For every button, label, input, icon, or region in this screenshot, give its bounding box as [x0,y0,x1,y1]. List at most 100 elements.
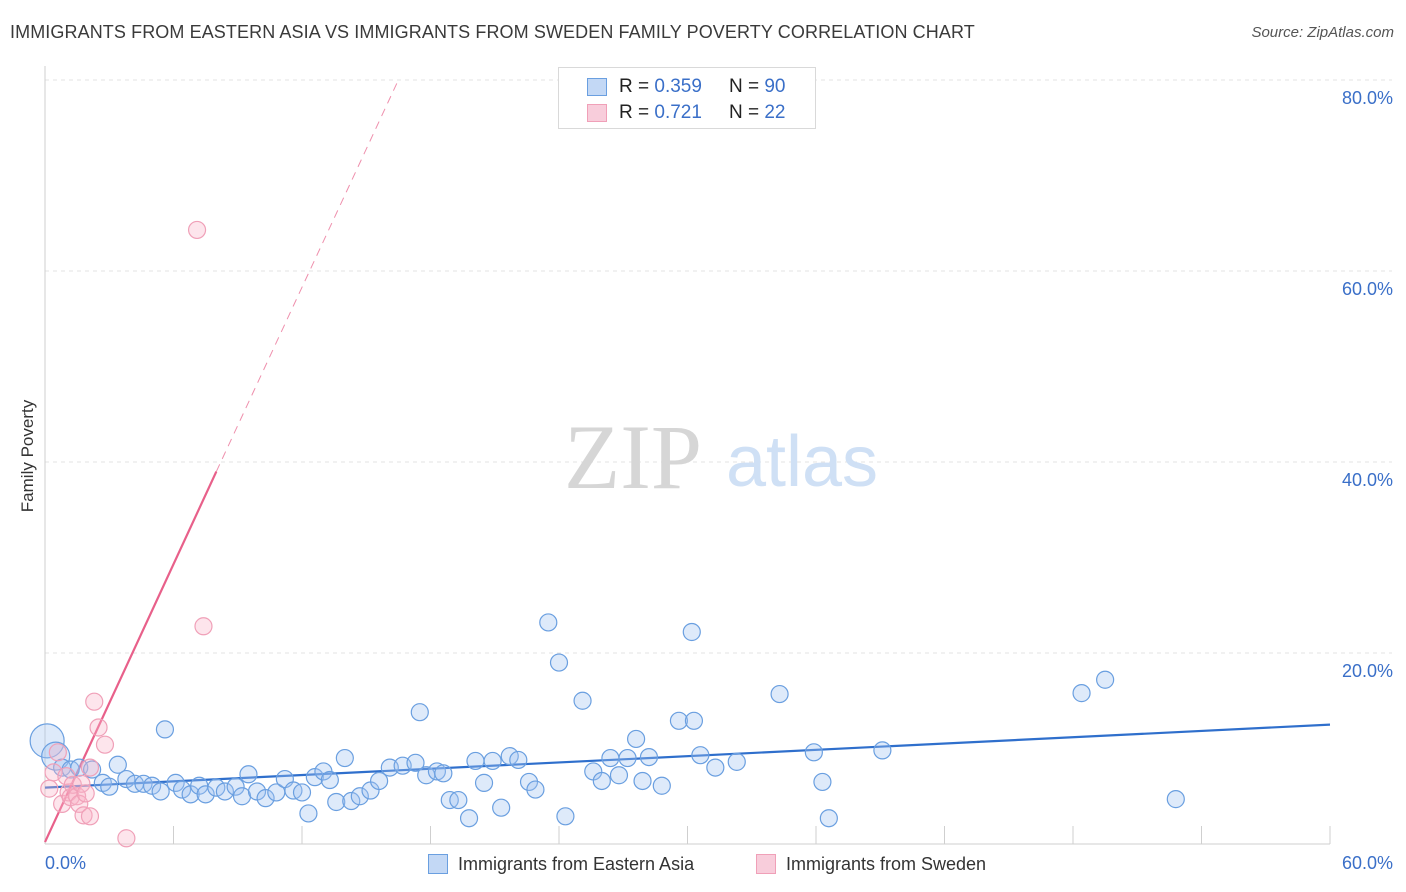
point-eastern-asia [117,769,136,789]
point-eastern-asia [873,741,892,760]
point-sweden [40,779,59,798]
legend-label-eastern-asia: Immigrants from Eastern Asia [458,853,695,874]
legend-row-eastern-asia: R = 0.359 N = 90 [587,75,785,99]
axes [44,66,1331,845]
point-sweden [74,806,93,825]
point-eastern-asia [652,776,671,795]
point-sweden [70,794,89,813]
point-sweden [76,784,95,803]
point-eastern-asia [226,777,245,796]
point-eastern-asia [691,746,710,765]
point-eastern-asia [410,703,429,722]
point-eastern-asia [342,791,361,811]
point-eastern-asia [449,790,468,810]
n-label: N = [728,76,760,97]
r-label: R = [619,76,650,97]
point-eastern-asia [239,765,258,784]
point-sweden [48,743,67,762]
legend-item-eastern-asia[interactable]: Immigrants from Eastern Asia [428,851,694,877]
point-eastern-asia [350,787,369,806]
point-eastern-asia [335,748,354,768]
point-eastern-asia [556,807,575,826]
series-sweden-points [40,220,213,848]
y-tick-label: 20.0% [1342,661,1393,681]
point-eastern-asia [196,785,215,804]
trendline-eastern-asia [44,723,1331,789]
point-eastern-asia [770,684,789,704]
point-eastern-asia [633,771,652,791]
point-eastern-asia [151,782,170,801]
point-eastern-asia [500,747,519,766]
point-eastern-asia [819,809,838,828]
point-eastern-asia [108,755,127,774]
point-eastern-asia [434,764,453,783]
point-eastern-asia [155,720,175,739]
point-eastern-asia [427,762,447,781]
x-tick-label: 0.0% [45,853,86,873]
watermark: ZIP atlas [564,406,878,508]
legend-swatch-pink [756,854,776,874]
legend-label-sweden: Immigrants from Sweden [786,853,987,874]
point-eastern-asia [609,766,629,785]
point-eastern-asia [29,723,65,759]
legend-swatch-blue [587,78,607,96]
r-value: 0.721 [654,102,702,123]
legend-item-sweden[interactable]: Immigrants from Sweden [756,851,986,877]
point-sweden [85,692,104,711]
trendline-sweden-extended [215,79,399,472]
point-eastern-asia [474,773,494,792]
point-eastern-asia [492,798,511,817]
point-eastern-asia [539,613,558,632]
point-eastern-asia [320,770,339,790]
point-eastern-asia [684,711,704,730]
point-sweden [187,220,207,240]
point-sweden [72,774,91,793]
point-eastern-asia [549,653,569,672]
point-eastern-asia [509,750,528,770]
n-label: N = [728,102,760,123]
point-eastern-asia [406,753,425,772]
point-sweden [95,735,115,754]
point-eastern-asia [669,711,689,730]
point-eastern-asia [327,792,346,812]
series-legend: Immigrants from Eastern Asia Immigrants … [0,851,1406,879]
point-eastern-asia [706,758,725,777]
point-eastern-asia [215,782,234,801]
point-eastern-asia [526,780,545,799]
point-eastern-asia [804,743,823,762]
point-sweden [80,807,100,826]
tick-labels: 80.0% 60.0% 40.0% 20.0% 0.0% 60.0% [45,88,1393,873]
point-sweden [89,718,108,737]
r-label: R = [619,102,650,123]
watermark-atlas: atlas [726,422,878,502]
legend-swatch-blue [428,854,448,874]
point-eastern-asia [639,747,659,767]
y-tick-label: 40.0% [1342,470,1393,490]
point-eastern-asia [41,741,71,771]
point-eastern-asia [172,780,192,799]
point-eastern-asia [292,783,312,802]
point-eastern-asia [626,729,646,749]
legend-row-sweden: R = 0.721 N = 22 [587,101,785,125]
n-value: 22 [764,102,786,123]
n-value: 90 [764,76,786,97]
point-eastern-asia [682,622,701,642]
series-eastern-asia-points [29,613,1185,828]
point-eastern-asia [727,752,746,771]
point-eastern-asia [459,809,479,828]
point-eastern-asia [466,751,485,771]
correlation-legend: R = 0.359 N = 90 R = 0.721 N = 22 [558,67,816,129]
chart-title: IMMIGRANTS FROM EASTERN ASIA VS IMMIGRAN… [10,22,975,42]
point-eastern-asia [519,772,539,792]
y-tick-label: 60.0% [1342,279,1393,299]
point-eastern-asia [166,773,185,792]
r-value: 0.359 [654,76,702,97]
point-eastern-asia [1072,684,1091,703]
point-eastern-asia [601,748,620,768]
point-eastern-asia [299,804,318,823]
point-eastern-asia [370,771,389,791]
legend-swatch-pink [587,104,607,122]
point-eastern-asia [232,787,252,806]
source-credit: Source: ZipAtlas.com [1251,24,1394,41]
